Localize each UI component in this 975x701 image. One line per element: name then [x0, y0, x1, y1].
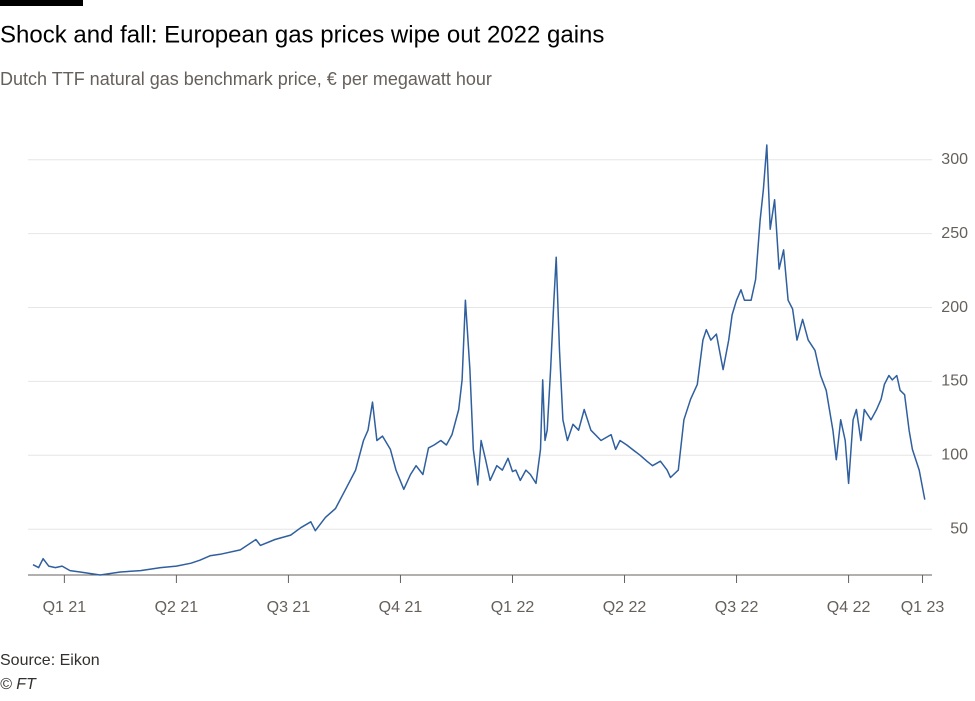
x-tick-label: Q2 21	[155, 599, 199, 616]
y-tick-label: 300	[941, 151, 968, 168]
y-tick-label: 150	[941, 373, 968, 390]
brand-bar	[0, 0, 83, 6]
line-series	[32, 144, 926, 576]
y-tick-label: 250	[941, 225, 968, 242]
chart-subtitle: Dutch TTF natural gas benchmark price, €…	[0, 69, 492, 89]
x-tick-label: Q3 21	[267, 599, 311, 616]
source: Source: Eikon	[0, 652, 100, 669]
y-tick-label: 50	[950, 520, 968, 537]
credit: © FT	[0, 676, 37, 693]
x-tick-label: Q1 21	[43, 599, 87, 616]
x-tick-label: Q4 22	[827, 599, 871, 616]
x-tick-label: Q1 23	[901, 599, 945, 616]
x-tick-label: Q1 22	[491, 599, 535, 616]
x-tick-label: Q2 22	[603, 599, 647, 616]
x-tick-label: Q4 21	[379, 599, 423, 616]
y-tick-label: 200	[941, 299, 968, 316]
chart-title: Shock and fall: European gas prices wipe…	[0, 21, 604, 48]
y-tick-label: 100	[941, 447, 968, 464]
x-tick-label: Q3 22	[715, 599, 759, 616]
